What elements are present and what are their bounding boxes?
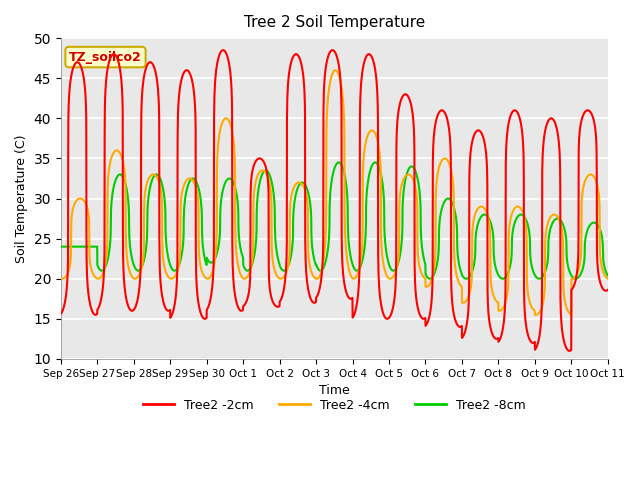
Y-axis label: Soil Temperature (C): Soil Temperature (C) [15,134,28,263]
Title: Tree 2 Soil Temperature: Tree 2 Soil Temperature [244,15,425,30]
Legend: Tree2 -2cm, Tree2 -4cm, Tree2 -8cm: Tree2 -2cm, Tree2 -4cm, Tree2 -8cm [138,394,531,417]
X-axis label: Time: Time [319,384,349,397]
Text: TZ_soilco2: TZ_soilco2 [69,50,142,63]
